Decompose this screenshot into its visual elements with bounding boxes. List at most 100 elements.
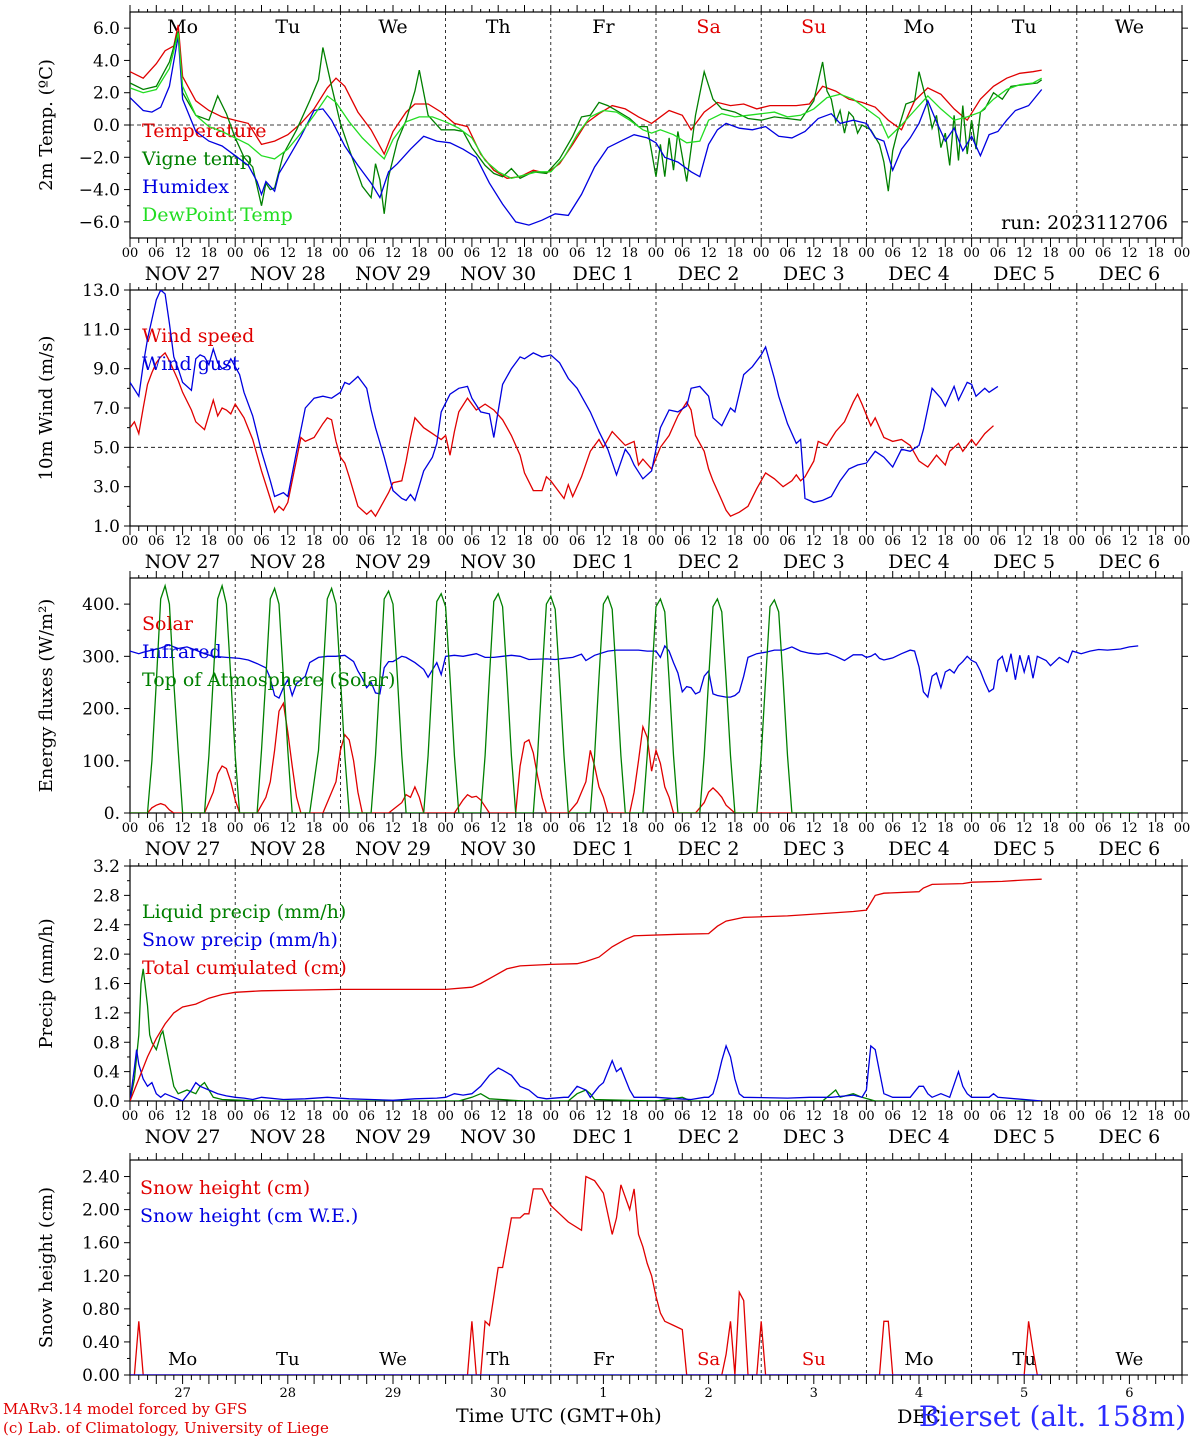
date-label: DEC 3 — [783, 263, 845, 285]
hour-label: 18 — [516, 534, 533, 549]
day-name: Tu — [276, 1349, 300, 1370]
y-tick-label: 0.40 — [82, 1333, 120, 1353]
y-tick-label: 9.0 — [93, 360, 120, 380]
hour-label: 12 — [911, 1109, 928, 1124]
hour-label: 06 — [990, 1109, 1007, 1124]
hour-label: 12 — [700, 534, 717, 549]
hour-label: 06 — [253, 246, 270, 261]
hour-label: 06 — [148, 821, 165, 836]
hour-label: 00 — [332, 1109, 349, 1124]
legend-entry: Wind speed — [142, 325, 254, 347]
panel-1: −6.0 −4.0 −2.0 0.0 2.0 4.0 6.0 00 06 12 18 NOV 27 00… — [36, 5, 1190, 285]
hour-label: 12 — [1016, 1109, 1033, 1124]
date-label: NOV 27 — [145, 1126, 221, 1148]
hour-label: 06 — [464, 246, 481, 261]
legend-entry: Solar — [142, 613, 194, 635]
date-label: NOV 30 — [460, 838, 536, 860]
hour-label: 18 — [411, 821, 428, 836]
day-number: 3 — [810, 1386, 818, 1401]
date-label: DEC 4 — [888, 551, 950, 573]
hour-label: 00 — [543, 1109, 560, 1124]
legend-entry: Total cumulated (cm) — [142, 957, 347, 979]
day-name: We — [1115, 16, 1144, 38]
hour-label: 00 — [437, 246, 454, 261]
hour-label: 12 — [595, 534, 612, 549]
hour-label: 18 — [727, 534, 744, 549]
hour-label: 18 — [516, 821, 533, 836]
date-label: NOV 28 — [250, 1126, 326, 1148]
series-line-snow-height-cm — [130, 1175, 1042, 1375]
day-name: Sa — [697, 1349, 720, 1370]
hour-label: 12 — [700, 821, 717, 836]
date-label: DEC 5 — [993, 551, 1055, 573]
hour-label: 06 — [358, 1109, 375, 1124]
hour-label: 18 — [727, 821, 744, 836]
day-name: Tu — [1012, 1349, 1036, 1370]
series-line-humidex — [130, 36, 1043, 226]
hour-label: 18 — [621, 246, 638, 261]
y-tick-label: 1.2 — [93, 1004, 120, 1024]
day-number: 30 — [490, 1386, 507, 1401]
panel-5: 0.00 0.40 0.80 1.20 1.60 2.00 2.40 Mo 27 Tu 28 We 29… — [36, 1153, 1188, 1428]
hour-label: 00 — [753, 246, 770, 261]
hour-label: 12 — [700, 1109, 717, 1124]
date-label: NOV 27 — [145, 263, 221, 285]
hour-label: 00 — [963, 246, 980, 261]
hour-label: 12 — [174, 246, 191, 261]
date-label: DEC 4 — [888, 263, 950, 285]
hour-label: 06 — [884, 534, 901, 549]
hour-label: 12 — [174, 821, 191, 836]
hour-label: 06 — [674, 821, 691, 836]
hour-label: 18 — [1042, 246, 1059, 261]
date-label: DEC 6 — [1099, 263, 1161, 285]
hour-label: 12 — [1016, 246, 1033, 261]
series-line-liquid-precip-mm-h — [130, 968, 1042, 1101]
hour-label: 00 — [227, 1109, 244, 1124]
legend-entry: Infrared — [142, 641, 222, 663]
hour-label: 06 — [674, 246, 691, 261]
y-tick-label: 0. — [104, 804, 120, 824]
series-line-wind-gust — [130, 290, 999, 504]
series-line-solar — [130, 701, 1025, 813]
series-line-wind-speed — [130, 351, 994, 518]
hour-label: 12 — [385, 534, 402, 549]
day-number: 29 — [385, 1386, 402, 1401]
date-label: DEC 3 — [783, 1126, 845, 1148]
hour-label: 12 — [806, 1109, 823, 1124]
hour-label: 18 — [1147, 534, 1164, 549]
y-tick-label: 11.0 — [82, 320, 120, 340]
day-number: 4 — [915, 1386, 923, 1401]
hour-label: 18 — [727, 246, 744, 261]
y-tick-label: 0.80 — [82, 1300, 120, 1320]
hour-label: 18 — [201, 534, 218, 549]
hour-label: 06 — [358, 534, 375, 549]
hour-label: 00 — [1174, 534, 1191, 549]
hour-label: 06 — [779, 246, 796, 261]
hour-label: 00 — [543, 821, 560, 836]
date-label: NOV 28 — [250, 838, 326, 860]
y-tick-label: 3.0 — [93, 478, 120, 498]
y-tick-label: 200. — [82, 700, 120, 720]
hour-label: 12 — [700, 246, 717, 261]
y-tick-label: 2.8 — [93, 886, 120, 906]
hour-label: 18 — [621, 821, 638, 836]
day-name: Mo — [168, 1349, 197, 1370]
y-tick-label: 6.0 — [93, 19, 120, 39]
day-name: Fr — [592, 16, 615, 38]
panel-2: 1.0 3.0 5.0 7.0 9.0 11.0 13.0 00 06 12 18 NOV 27 00 0… — [36, 281, 1190, 573]
hour-label: 12 — [911, 821, 928, 836]
y-tick-label: 100. — [82, 752, 120, 772]
hour-label: 06 — [884, 1109, 901, 1124]
y-tick-label: 0.00 — [82, 1366, 120, 1386]
legend-entry: Snow precip (mm/h) — [142, 929, 338, 951]
hour-label: 18 — [411, 246, 428, 261]
y-tick-label: 2.40 — [82, 1168, 120, 1188]
legend-entry: Snow height (cm W.E.) — [140, 1205, 358, 1227]
hour-label: 06 — [779, 821, 796, 836]
date-label: DEC 3 — [783, 838, 845, 860]
hour-label: 00 — [858, 821, 875, 836]
y-tick-label: 400. — [82, 595, 120, 615]
series-line-top-of-atmosphere-solar — [130, 583, 1139, 813]
month-label: DEC — [897, 1406, 941, 1428]
date-label: DEC 2 — [678, 1126, 740, 1148]
